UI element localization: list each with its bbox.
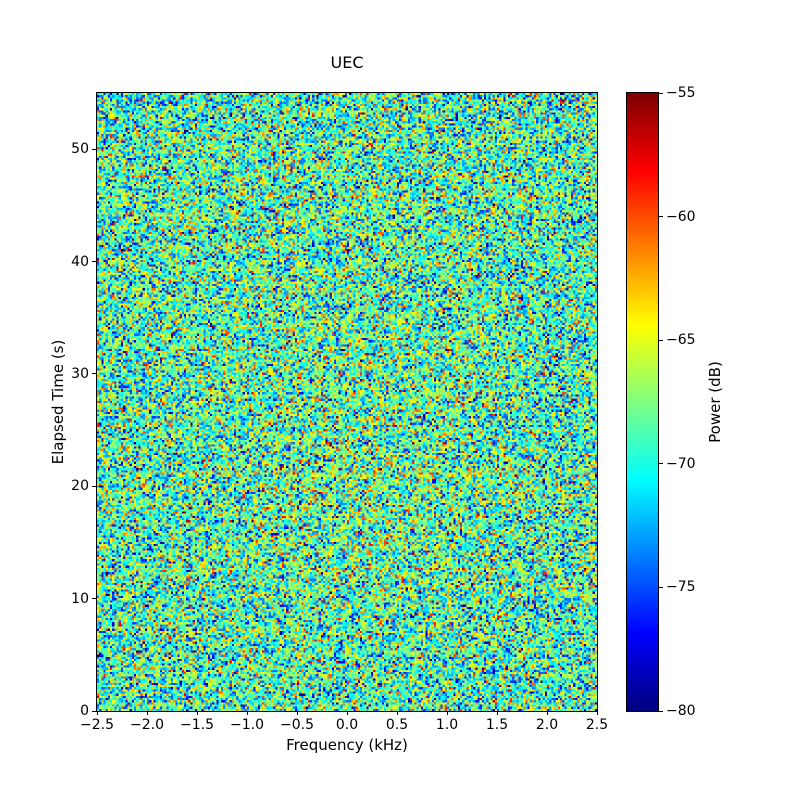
- colorbar-tick-label: −55: [666, 85, 696, 101]
- x-tick-label: −2.0: [130, 717, 164, 733]
- x-tick-label: 0.5: [385, 717, 409, 733]
- y-tick-mark: [92, 373, 96, 375]
- colorbar-tick-label: −75: [666, 579, 696, 596]
- y-tick-mark: [92, 148, 96, 150]
- y-tick-mark: [92, 261, 96, 263]
- x-tick-label: −0.5: [280, 717, 314, 733]
- x-tick-mark: [96, 711, 98, 715]
- y-tick-label: 50: [71, 141, 89, 158]
- colorbar-tick-mark: [659, 339, 663, 341]
- x-tick-mark: [346, 711, 348, 715]
- y-tick-label: 20: [71, 478, 89, 495]
- y-tick-label: 30: [71, 365, 89, 382]
- x-tick-label: 2.5: [585, 717, 609, 733]
- y-tick-mark: [92, 710, 96, 712]
- x-tick-label: 2.0: [535, 717, 559, 733]
- colorbar-tick-mark: [659, 586, 663, 588]
- x-tick-label: −2.5: [80, 717, 114, 733]
- x-tick-mark: [596, 711, 598, 715]
- x-tick-mark: [296, 711, 298, 715]
- x-tick-mark: [146, 711, 148, 715]
- y-tick-label: 10: [71, 590, 89, 607]
- x-tick-mark: [196, 711, 198, 715]
- colorbar-tick-label: −70: [666, 455, 696, 472]
- x-tick-label: 1.0: [435, 717, 459, 733]
- y-tick-label: 0: [80, 703, 89, 719]
- x-tick-mark: [446, 711, 448, 715]
- y-tick-mark: [92, 598, 96, 600]
- plot-area-border: [96, 92, 598, 712]
- y-axis-label: Elapsed Time (s): [49, 339, 67, 465]
- x-tick-mark: [496, 711, 498, 715]
- colorbar-tick-label: −60: [666, 208, 696, 225]
- x-tick-label: −1.0: [230, 717, 264, 733]
- colorbar-label: Power (dB): [706, 361, 724, 443]
- x-axis-label: Frequency (kHz): [286, 736, 408, 754]
- colorbar-tick-mark: [659, 710, 663, 712]
- y-axis-label-wrap: Elapsed Time (s): [48, 302, 68, 502]
- y-tick-mark: [92, 485, 96, 487]
- spectrogram-heatmap: [97, 93, 597, 711]
- colorbar-tick-label: −80: [666, 703, 696, 719]
- colorbar-tick-mark: [659, 216, 663, 218]
- colorbar-tick-mark: [659, 463, 663, 465]
- colorbar: [626, 92, 659, 712]
- x-tick-mark: [546, 711, 548, 715]
- colorbar-tick-mark: [659, 92, 663, 94]
- x-tick-mark: [396, 711, 398, 715]
- x-tick-label: 0.0: [335, 717, 359, 733]
- x-tick-mark: [246, 711, 248, 715]
- y-tick-label: 40: [71, 253, 89, 270]
- colorbar-tick-label: −65: [666, 332, 696, 349]
- figure-title: UEC: [330, 52, 364, 72]
- colorbar-gradient: [627, 93, 658, 711]
- x-tick-label: −1.5: [180, 717, 214, 733]
- x-tick-label: 1.5: [485, 717, 509, 733]
